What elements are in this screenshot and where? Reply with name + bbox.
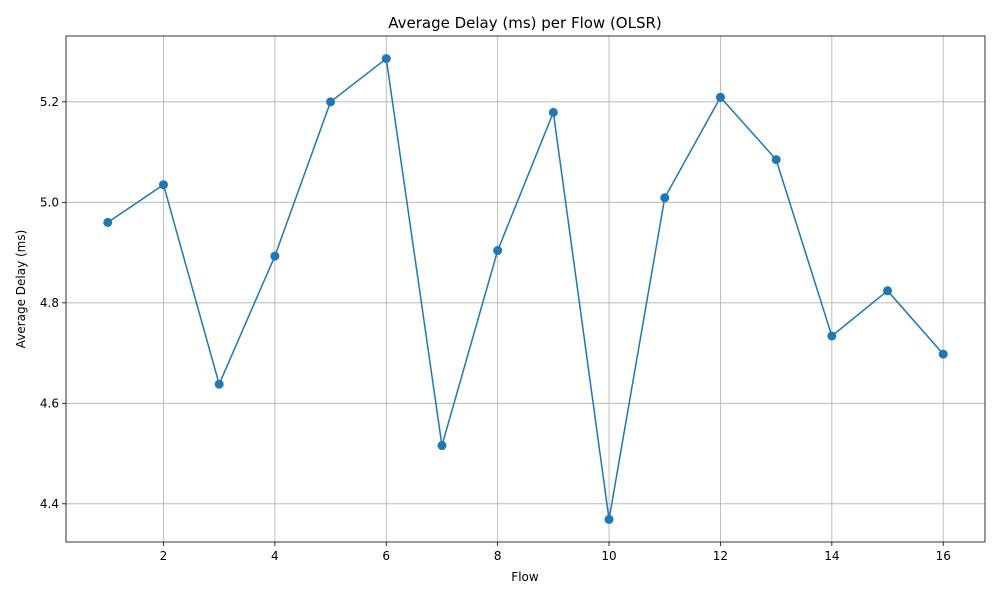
data-point xyxy=(381,54,391,64)
chart-title: Average Delay (ms) per Flow (OLSR) xyxy=(388,14,662,32)
data-point xyxy=(604,514,614,524)
y-tick-label: 5.2 xyxy=(40,95,59,109)
series-line xyxy=(107,57,944,520)
plot-frame xyxy=(65,35,986,543)
data-point xyxy=(548,107,558,117)
y-tick-label: 5.0 xyxy=(40,195,59,209)
y-tick-label: 4.6 xyxy=(40,396,59,410)
data-point xyxy=(883,286,893,296)
data-point xyxy=(660,193,670,203)
x-axis-label: Flow xyxy=(511,570,539,584)
data-point xyxy=(103,217,113,227)
y-tick-label: 4.4 xyxy=(40,497,59,511)
data-point xyxy=(493,246,503,256)
y-axis-label: Average Delay (ms) xyxy=(14,230,28,349)
data-point xyxy=(827,331,837,341)
y-tick-label: 4.8 xyxy=(40,296,59,310)
axis-ticks: 2 4 6 8 10 12 14 16 4.4 4.6 4.8 5.0 5.2 xyxy=(40,95,951,563)
x-tick-label: 10 xyxy=(601,549,616,563)
x-tick-label: 6 xyxy=(382,549,390,563)
x-tick-label: 4 xyxy=(271,549,279,563)
grid-lines xyxy=(66,36,985,542)
data-point xyxy=(715,92,725,102)
x-tick-label: 2 xyxy=(160,549,168,563)
x-tick-label: 16 xyxy=(936,549,951,563)
data-point xyxy=(938,349,948,359)
x-tick-label: 12 xyxy=(713,549,728,563)
data-point xyxy=(326,97,336,107)
data-point xyxy=(437,441,447,451)
series-delay xyxy=(103,54,948,524)
data-point xyxy=(771,155,781,165)
data-point xyxy=(158,180,168,190)
data-point xyxy=(214,379,224,389)
x-tick-label: 8 xyxy=(494,549,502,563)
x-tick-label: 14 xyxy=(824,549,839,563)
data-point xyxy=(270,251,280,261)
